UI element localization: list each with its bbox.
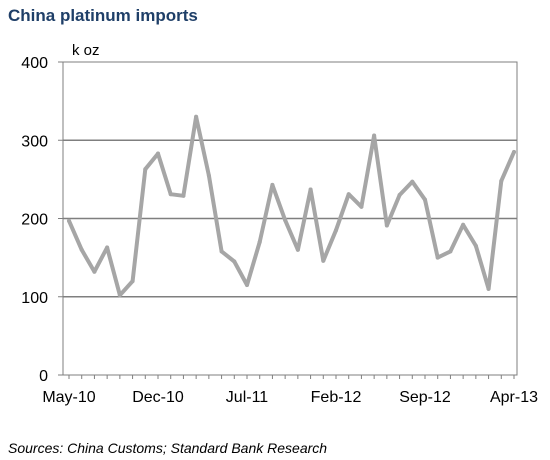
y-tick-label: 0 xyxy=(39,368,48,385)
data-point xyxy=(156,151,160,156)
data-point xyxy=(397,193,402,198)
data-point xyxy=(143,167,148,172)
x-tick-label: May-10 xyxy=(42,389,95,406)
data-point xyxy=(448,249,453,254)
data-point xyxy=(117,293,122,298)
data-point xyxy=(295,247,300,252)
data-point xyxy=(512,149,516,154)
series-line xyxy=(67,114,516,298)
data-point xyxy=(346,192,351,197)
data-point xyxy=(486,286,491,291)
series-group xyxy=(67,114,516,298)
data-point xyxy=(435,255,440,260)
x-tick-label: Apr-13 xyxy=(490,389,538,406)
data-point xyxy=(245,283,249,288)
data-point xyxy=(410,179,415,184)
x-tick-label: Jul-11 xyxy=(226,389,268,406)
y-tick-label: 300 xyxy=(21,133,48,150)
y-tick-label: 400 xyxy=(21,55,48,72)
x-tick-label: Sep-12 xyxy=(399,389,451,406)
data-point xyxy=(308,187,313,192)
chart-title: China platinum imports xyxy=(8,6,198,25)
data-point xyxy=(181,193,186,198)
x-tick-label: Dec-10 xyxy=(132,389,184,406)
data-point xyxy=(372,133,377,138)
data-point xyxy=(499,178,504,183)
data-point xyxy=(79,247,84,252)
data-point xyxy=(194,114,199,119)
data-point xyxy=(270,182,275,187)
grid xyxy=(62,61,518,376)
data-point xyxy=(334,228,338,233)
x-axis: May-10 Dec-10 Jul-11 Feb-12 Sep-12 Apr-13 xyxy=(42,375,538,406)
data-point xyxy=(423,197,427,202)
data-point xyxy=(168,192,173,197)
data-point xyxy=(473,243,478,248)
data-point xyxy=(67,218,71,223)
data-point xyxy=(92,269,97,274)
data-point xyxy=(321,258,326,263)
y-tick-label: 200 xyxy=(21,212,48,229)
data-point xyxy=(206,173,211,178)
data-point xyxy=(461,222,466,227)
y-tick-label: 100 xyxy=(21,290,48,307)
data-point xyxy=(384,223,389,228)
y-axis-unit-label: k oz xyxy=(72,42,100,59)
data-point xyxy=(257,239,262,244)
data-point xyxy=(130,279,135,284)
data-point xyxy=(283,218,288,223)
source-note: Sources: China Customs; Standard Bank Re… xyxy=(8,440,328,456)
x-tick-label: Feb-12 xyxy=(311,389,362,406)
data-point xyxy=(219,249,224,254)
data-point xyxy=(232,259,237,264)
y-axis: 0 100 200 300 400 xyxy=(21,55,63,385)
data-point xyxy=(105,245,110,250)
data-point xyxy=(359,204,364,209)
